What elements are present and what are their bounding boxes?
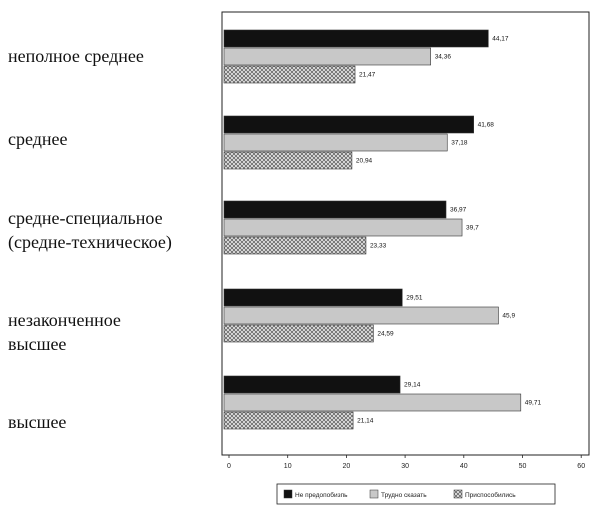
bar bbox=[223, 29, 489, 48]
data-label: 24,59 bbox=[377, 331, 394, 338]
x-tick-label: 40 bbox=[460, 463, 468, 470]
bar bbox=[223, 218, 463, 237]
bar bbox=[223, 200, 447, 219]
data-label: 41,68 bbox=[478, 122, 495, 129]
data-label: 49,71 bbox=[525, 400, 542, 407]
legend-label: Не предопобизпь bbox=[295, 491, 348, 499]
data-label: 44,17 bbox=[492, 36, 509, 43]
data-label: 23,33 bbox=[370, 243, 387, 250]
bar bbox=[223, 288, 403, 307]
data-label: 20,94 bbox=[356, 158, 373, 165]
x-axis-ticks: 0 10 20 30 40 50 60 bbox=[227, 455, 585, 470]
category-label: незаконченное высшее bbox=[8, 310, 121, 354]
x-tick-label: 60 bbox=[577, 463, 585, 470]
category-label: среднее bbox=[8, 129, 68, 149]
data-label: 34,36 bbox=[435, 54, 452, 61]
bar bbox=[223, 133, 448, 152]
legend-label: Приспособились bbox=[465, 491, 516, 499]
x-tick-label: 20 bbox=[343, 463, 351, 470]
data-label: 45,9 bbox=[502, 313, 515, 320]
data-label: 29,51 bbox=[406, 295, 423, 302]
bar bbox=[223, 324, 374, 343]
data-label: 36,97 bbox=[450, 207, 467, 214]
bar bbox=[223, 411, 354, 430]
data-label: 37,18 bbox=[451, 140, 468, 147]
legend: Не предопобизпь Трудно сказать Приспособил… bbox=[276, 483, 556, 505]
legend-swatch bbox=[369, 489, 379, 499]
data-label: 39,7 bbox=[466, 225, 479, 232]
bar bbox=[223, 375, 401, 394]
x-tick-label: 50 bbox=[519, 463, 527, 470]
bar bbox=[223, 47, 431, 66]
category-label: средне-специальное (средне-техническое) bbox=[8, 208, 172, 253]
bars: 44,17 41,68 36,97 29,51 29,14 34,36 37,18 39,7 4… bbox=[223, 29, 542, 430]
bar bbox=[223, 306, 499, 325]
bar bbox=[223, 115, 474, 134]
x-tick-label: 30 bbox=[401, 463, 409, 470]
category-label: неполное среднее bbox=[8, 46, 144, 66]
bar bbox=[223, 151, 353, 170]
data-label: 21,14 bbox=[357, 418, 374, 425]
data-label: 21,47 bbox=[359, 72, 376, 79]
legend-label: Трудно сказать bbox=[381, 492, 427, 499]
category-labels: неполное среднее среднее средне-специально… bbox=[8, 46, 172, 432]
x-tick-label: 10 bbox=[284, 463, 292, 470]
category-label: высшее bbox=[8, 412, 66, 432]
bar bbox=[223, 65, 356, 84]
legend-swatch bbox=[283, 489, 293, 499]
legend-swatch bbox=[453, 489, 463, 499]
bar bbox=[223, 236, 367, 255]
data-label: 29,14 bbox=[404, 382, 421, 389]
x-tick-label: 0 bbox=[227, 463, 231, 470]
bar bbox=[223, 393, 522, 412]
legend-box bbox=[276, 483, 556, 505]
